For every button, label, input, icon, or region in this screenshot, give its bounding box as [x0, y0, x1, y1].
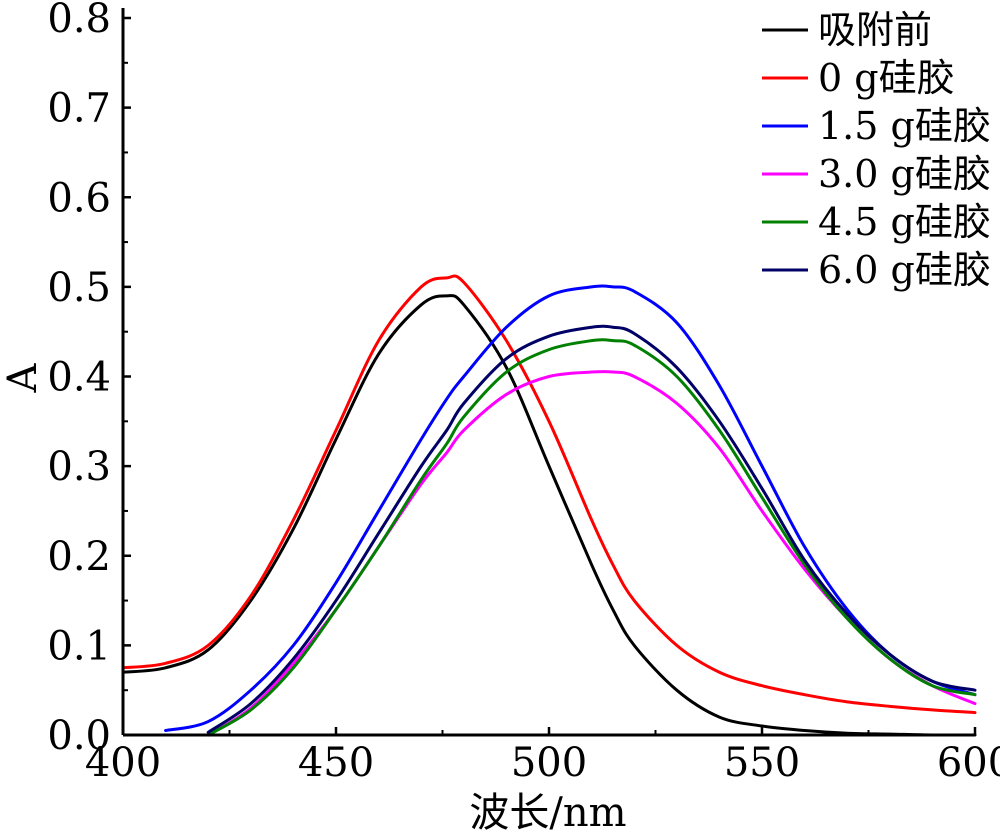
y-tick-label-7: 0.7	[47, 86, 111, 132]
x-tick-label-0: 400	[85, 740, 161, 786]
y-tick-label-5: 0.5	[47, 265, 111, 311]
y-tick-label-3: 0.3	[47, 444, 111, 490]
legend-label-2: 1.5 g硅胶	[818, 104, 991, 148]
legend-label-0: 吸附前	[818, 8, 932, 52]
y-tick-label-0: 0.0	[47, 713, 111, 759]
y-tick-label-6: 0.6	[47, 175, 111, 221]
series-line-5	[206, 324, 977, 734]
ticks: 400 450 500 550 600 0.0 0.1 0.2 0.3 0.4 0.5 0.6 0.7 0…	[47, 0, 1000, 786]
series-line-1	[121, 274, 977, 715]
legend-label-3: 3.0 g硅胶	[818, 152, 991, 196]
y-tick-label-8: 0.8	[47, 0, 111, 42]
series-line-4	[206, 338, 977, 737]
legend-label-1: 0 g硅胶	[818, 56, 955, 100]
series-line-3	[206, 369, 977, 737]
y-tick-label-2: 0.2	[47, 534, 111, 580]
legend-label-4: 4.5 g硅胶	[818, 200, 991, 244]
y-axis-title: A	[0, 362, 46, 393]
y-tick-label-1: 0.1	[47, 623, 111, 669]
legend-label-5: 6.0 g硅胶	[818, 248, 991, 292]
series-line-2	[164, 284, 977, 733]
plot-lines	[121, 274, 977, 737]
series-line-0	[121, 294, 977, 737]
x-tick-label-1: 450	[298, 740, 374, 786]
x-axis-title: 波长/nm	[469, 790, 626, 833]
x-tick-label-3: 550	[724, 740, 800, 786]
x-tick-label-4: 600	[937, 740, 1000, 786]
y-tick-label-4: 0.4	[47, 355, 111, 401]
x-tick-label-2: 500	[511, 740, 587, 786]
